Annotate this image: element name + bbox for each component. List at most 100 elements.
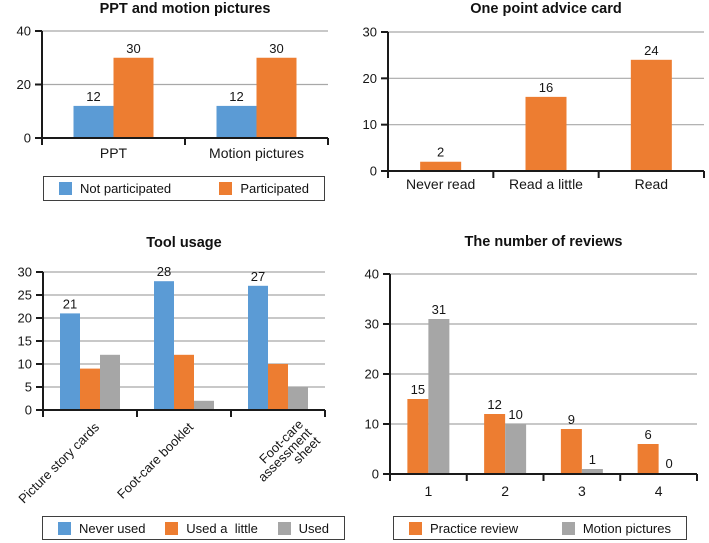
bar-value-label: 9 bbox=[568, 412, 575, 427]
chart-plot: 0 20 40 12 30 PPT 12 30 Motion pictures bbox=[17, 24, 329, 161]
y-tick-label: 30 bbox=[363, 25, 377, 40]
chart-plot: 0 10 20 30 2 Never read 16 Read a little 24 Read bbox=[363, 25, 705, 192]
bar bbox=[525, 96, 567, 171]
bar bbox=[560, 429, 582, 474]
x-category-label: 4 bbox=[655, 483, 663, 499]
y-tick-label: 40 bbox=[365, 267, 379, 282]
legend-item: Never used bbox=[58, 521, 145, 536]
bar-value-label: 28 bbox=[157, 264, 171, 279]
legend-item: Practice review bbox=[409, 521, 518, 536]
legend-label: Used a little bbox=[186, 520, 258, 536]
bar-value-label: 15 bbox=[411, 382, 425, 397]
y-tick-label: 0 bbox=[24, 131, 31, 146]
bar-value-label: 2 bbox=[437, 145, 444, 160]
chart-number-of-reviews: The number of reviews 0 10 20 30 40 15 31 1 12 10… bbox=[355, 222, 709, 543]
bar-value-label: 21 bbox=[63, 296, 77, 311]
bar-value-label: 27 bbox=[251, 269, 265, 284]
bar-value-label: 12 bbox=[86, 89, 100, 104]
legend-swatch bbox=[165, 521, 179, 535]
x-category-label: 3 bbox=[578, 483, 586, 499]
bar bbox=[73, 105, 114, 138]
x-category-label: Never read bbox=[406, 176, 475, 192]
x-category-label: Foot-careassessmentsheet bbox=[246, 416, 323, 493]
x-category-label: PPT bbox=[100, 145, 128, 161]
legend-swatch bbox=[219, 182, 233, 195]
bar-value-label: 1 bbox=[589, 452, 596, 467]
bar bbox=[581, 469, 603, 474]
x-category-label: Motion pictures bbox=[209, 145, 304, 161]
chart-title: The number of reviews bbox=[464, 234, 623, 250]
legend-label: Practice review bbox=[430, 520, 519, 536]
y-tick-label: 10 bbox=[363, 117, 377, 132]
chart-title: PPT and motion pictures bbox=[99, 1, 271, 17]
y-tick-label: 25 bbox=[18, 288, 32, 303]
legend-swatch bbox=[58, 521, 71, 535]
legend-item: Participated bbox=[219, 181, 309, 196]
legend-item: Motion pictures bbox=[561, 520, 671, 536]
bar bbox=[80, 368, 100, 410]
x-category-label: 2 bbox=[501, 483, 509, 499]
x-category-label: Picture story cards bbox=[15, 419, 102, 506]
chart-plot: 0 5 10 15 20 25 30 21 Picture story cards 28 Foot-… bbox=[15, 264, 326, 506]
y-tick-label: 5 bbox=[25, 380, 32, 395]
chart-legend: Not participated Participated bbox=[43, 176, 325, 201]
legend-label: Not participated bbox=[80, 181, 172, 196]
chart-legend: Practice review Motion pictures bbox=[393, 516, 687, 540]
y-tick-label: 10 bbox=[365, 417, 379, 432]
y-tick-label: 40 bbox=[17, 24, 31, 39]
bar bbox=[268, 364, 288, 410]
bar bbox=[637, 444, 659, 474]
legend-label: Used bbox=[298, 520, 329, 536]
legend-item: Not participated bbox=[59, 181, 171, 196]
bar-value-label: 12 bbox=[229, 89, 243, 104]
bar bbox=[113, 57, 154, 138]
bar-value-label: 16 bbox=[539, 80, 553, 95]
legend-label: Never used bbox=[79, 520, 146, 536]
x-category-label: Read bbox=[635, 176, 668, 192]
legend-item: Used a little bbox=[165, 521, 258, 536]
y-tick-label: 20 bbox=[18, 311, 32, 326]
bar bbox=[174, 354, 194, 410]
chart-ppt-and-motion-pictures: PPT and motion pictures 0 20 40 12 30 PPT 12 30… bbox=[0, 0, 355, 212]
y-tick-label: 0 bbox=[370, 164, 377, 179]
bar-value-label: 10 bbox=[508, 407, 522, 422]
legend-label: Participated bbox=[240, 181, 309, 196]
chart-legend: Never used Used a little Used bbox=[42, 516, 345, 540]
y-tick-label: 20 bbox=[363, 71, 377, 86]
legend-item: Used bbox=[277, 520, 329, 536]
bar-value-label: 30 bbox=[269, 41, 283, 56]
legend-swatch bbox=[277, 521, 291, 535]
x-category-label: Read a little bbox=[509, 176, 583, 192]
x-category-label: Foot-care booklet bbox=[114, 419, 196, 501]
legend-swatch bbox=[409, 521, 422, 535]
bar bbox=[154, 281, 174, 410]
legend-swatch bbox=[59, 182, 72, 195]
bar-value-label: 6 bbox=[645, 427, 652, 442]
bar bbox=[288, 387, 308, 410]
bar bbox=[248, 285, 268, 410]
bar-value-label: 31 bbox=[432, 302, 446, 317]
bar bbox=[100, 354, 120, 410]
bar bbox=[420, 161, 462, 171]
bar-value-label: 24 bbox=[644, 43, 658, 58]
bar-value-label: 0 bbox=[666, 456, 673, 471]
y-tick-label: 10 bbox=[18, 357, 32, 372]
chart-title: Tool usage bbox=[146, 235, 222, 251]
bar bbox=[630, 59, 672, 171]
bar-value-label: 12 bbox=[487, 397, 501, 412]
x-category-label: 1 bbox=[424, 483, 432, 499]
chart-title: One point advice card bbox=[470, 1, 622, 17]
bar bbox=[256, 57, 297, 138]
y-tick-label: 15 bbox=[18, 334, 32, 349]
y-tick-label: 0 bbox=[25, 403, 32, 418]
bar bbox=[407, 399, 429, 474]
bar bbox=[216, 105, 257, 138]
bar bbox=[484, 414, 506, 474]
y-tick-label: 20 bbox=[365, 367, 379, 382]
bar bbox=[505, 424, 527, 474]
chart-tool-usage: Tool usage 0 5 10 15 20 25 30 21 Picture story c… bbox=[0, 222, 355, 543]
legend-label: Motion pictures bbox=[582, 520, 671, 536]
chart-one-point-advice-card: One point advice card 0 10 20 30 2 Never read… bbox=[355, 0, 709, 212]
